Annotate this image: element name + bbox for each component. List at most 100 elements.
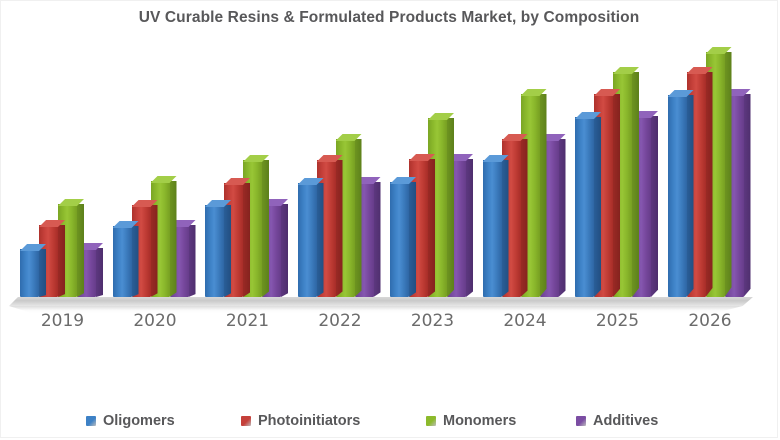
- bar-top-face: [354, 177, 381, 184]
- legend-item-oligomers[interactable]: Oligomers: [86, 413, 175, 429]
- bar-side-face: [594, 117, 601, 297]
- bar-top-face: [501, 134, 528, 141]
- bar-oligomers-2020: [112, 221, 139, 297]
- bar-oligomers-2019: [20, 244, 46, 297]
- legend-label: Additives: [593, 413, 659, 429]
- bar-side-face: [373, 182, 381, 297]
- bar-side-face: [705, 72, 713, 297]
- bar-group-2025: [575, 11, 660, 311]
- bar-side-face: [539, 94, 547, 297]
- bar-side-face: [169, 181, 177, 297]
- bar-top-face: [686, 67, 713, 74]
- x-tick-label-2021: 2021: [225, 311, 270, 331]
- bar-oligomers-2026: [667, 90, 694, 297]
- bar-side-face: [96, 248, 103, 297]
- bar-top-face: [243, 155, 269, 162]
- x-tick-label-2022: 2022: [318, 311, 362, 331]
- bar-front-face: [667, 95, 687, 297]
- bar-top-face: [428, 113, 454, 120]
- bar-side-face: [613, 94, 620, 297]
- legend-swatch-icon: [426, 416, 436, 426]
- bar-oligomers-2022: [297, 178, 324, 297]
- bar-side-face: [520, 139, 528, 297]
- legend-item-photoinitiators[interactable]: Photoinitiators: [241, 413, 360, 429]
- x-axis-labels: 2019 2020 2021 2022 2023 2024 2025 2026: [1, 311, 777, 345]
- bar-top-face: [447, 154, 473, 161]
- bar-group-2021: [205, 11, 290, 311]
- bar-side-face: [428, 159, 435, 297]
- bar-group-2024: [482, 11, 568, 311]
- bar-group-2023: [390, 11, 475, 311]
- bar-top-face: [575, 112, 601, 119]
- bar-front-face: [112, 226, 132, 297]
- bar-top-face: [632, 111, 658, 118]
- bar-side-face: [131, 226, 139, 297]
- bar-side-face: [354, 139, 362, 297]
- bar-top-face: [705, 47, 732, 54]
- bar-top-face: [482, 155, 509, 162]
- bar-side-face: [262, 160, 269, 297]
- bar-top-face: [205, 200, 231, 207]
- bar-side-face: [632, 72, 639, 297]
- bar-top-face: [262, 199, 288, 206]
- bar-side-face: [316, 183, 324, 297]
- bar-top-face: [335, 134, 362, 141]
- legend-item-additives[interactable]: Additives: [576, 413, 658, 429]
- chart-legend: Oligomers Photoinitiators Monomers Additive…: [1, 413, 777, 437]
- bar-top-face: [409, 154, 435, 161]
- bar-side-face: [39, 249, 46, 297]
- bar-side-face: [224, 205, 231, 297]
- bar-group-2020: [112, 11, 198, 311]
- bar-side-face: [743, 94, 751, 297]
- bar-group-2022: [297, 11, 383, 311]
- bar-top-face: [58, 199, 84, 206]
- legend-swatch-icon: [86, 416, 96, 426]
- bar-group-2019: [20, 11, 105, 311]
- legend-swatch-icon: [576, 416, 586, 426]
- bar-top-face: [724, 89, 751, 96]
- legend-swatch-icon: [241, 416, 251, 426]
- chart-floor-shadow: [9, 306, 743, 313]
- chart-title: UV Curable Resins & Formulated Products …: [138, 9, 640, 26]
- bar-side-face: [724, 52, 732, 297]
- bar-top-face: [667, 90, 694, 97]
- x-tick-label-2023: 2023: [410, 311, 455, 331]
- bar-top-face: [539, 134, 566, 141]
- x-tick-label-2026: 2026: [688, 311, 732, 331]
- x-tick-label-2019: 2019: [40, 311, 85, 331]
- chart-floor-slab: [9, 297, 753, 306]
- bar-top-face: [224, 178, 250, 185]
- bar-side-face: [335, 160, 343, 297]
- bar-side-face: [651, 116, 658, 297]
- legend-item-monomers[interactable]: Monomers: [426, 413, 516, 429]
- bar-front-face: [482, 160, 502, 297]
- bar-top-face: [594, 89, 620, 96]
- bar-side-face: [188, 225, 196, 297]
- bar-top-face: [131, 200, 158, 207]
- bar-front-face: [575, 117, 594, 297]
- x-tick-label-2025: 2025: [595, 311, 640, 331]
- legend-label: Monomers: [443, 413, 517, 429]
- bar-top-face: [150, 176, 177, 183]
- bar-front-face: [205, 205, 224, 297]
- bar-top-face: [39, 220, 65, 227]
- bar-top-face: [390, 177, 416, 184]
- bar-side-face: [243, 183, 250, 297]
- bar-front-face: [297, 183, 317, 297]
- bar-front-face: [20, 249, 39, 297]
- bar-side-face: [501, 160, 509, 297]
- plot-area: [1, 1, 777, 313]
- bar-side-face: [558, 139, 566, 297]
- x-tick-label-2020: 2020: [133, 311, 177, 331]
- legend-label: Oligomers: [103, 413, 175, 429]
- bar-top-face: [20, 244, 46, 251]
- bar-top-face: [520, 89, 547, 96]
- bar-top-face: [316, 155, 343, 162]
- bar-side-face: [409, 182, 416, 297]
- bar-oligomers-2025: [575, 112, 601, 297]
- bar-side-face: [58, 225, 65, 297]
- x-tick-label-2024: 2024: [503, 311, 547, 331]
- bar-oligomers-2021: [205, 200, 231, 297]
- bar-top-face: [112, 221, 139, 228]
